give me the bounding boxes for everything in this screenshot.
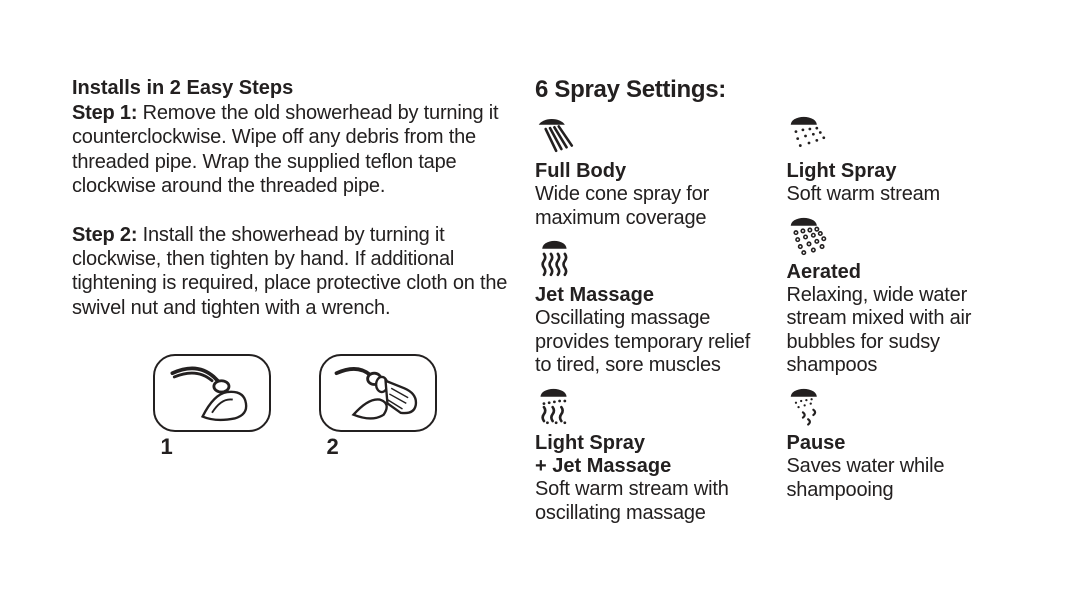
- light-spray-icon: [787, 116, 831, 156]
- setting-light-jet: Light Spray + Jet Massage Soft warm stre…: [535, 388, 769, 525]
- setting-desc: Saves water while shampooing: [787, 455, 1021, 502]
- step2-text: Install the showerhead by turning it clo…: [72, 224, 507, 319]
- setting-aerated: Aerated Relaxing, wide water stream mixe…: [787, 217, 1021, 378]
- install-diagrams: 1 2: [72, 354, 517, 460]
- install-diagram-2: 2: [319, 354, 437, 460]
- setting-desc: Soft warm stream: [787, 183, 1021, 207]
- setting-name: Aerated: [787, 261, 1021, 284]
- setting-light-spray: Light Spray Soft warm stream: [787, 116, 1021, 207]
- install-step-1: Step 1: Remove the old showerhead by tur…: [72, 101, 517, 199]
- setting-desc: Wide cone spray for maximum coverage: [535, 183, 769, 230]
- setting-desc: Relaxing, wide water stream mixed with a…: [787, 284, 1021, 378]
- setting-name: Light Spray + Jet Massage: [535, 432, 769, 478]
- settings-col-right: Light Spray Soft warm stream Aerated Rel…: [787, 116, 1021, 535]
- step1-label: Step 1:: [72, 102, 137, 124]
- diagram1-number: 1: [161, 434, 173, 460]
- full-body-icon: [535, 116, 579, 156]
- install-title: Installs in 2 Easy Steps: [72, 76, 517, 101]
- aerated-icon: [787, 217, 831, 257]
- light-jet-icon: [535, 388, 579, 428]
- settings-title: 6 Spray Settings:: [535, 76, 1020, 104]
- setting-full-body: Full Body Wide cone spray for maximum co…: [535, 116, 769, 230]
- setting-name: Jet Massage: [535, 284, 769, 307]
- install-step-2: Step 2: Install the showerhead by turnin…: [72, 223, 517, 321]
- setting-name: Full Body: [535, 160, 769, 183]
- settings-section: 6 Spray Settings: Full Body Wide cone sp…: [535, 76, 1020, 554]
- settings-col-left: Full Body Wide cone spray for maximum co…: [535, 116, 769, 535]
- showerhead-install-icon: [328, 360, 428, 426]
- pause-icon: [787, 388, 831, 428]
- install-section: Installs in 2 Easy Steps Step 1: Remove …: [72, 76, 517, 554]
- setting-name: Pause: [787, 432, 1021, 455]
- jet-massage-icon: [535, 240, 579, 280]
- pipe-remove-icon: [162, 360, 262, 426]
- setting-name: Light Spray: [787, 160, 1021, 183]
- setting-desc: Oscillating massage provides temporary r…: [535, 307, 769, 378]
- step2-label: Step 2:: [72, 224, 137, 246]
- setting-jet-massage: Jet Massage Oscillating massage provides…: [535, 240, 769, 378]
- setting-desc: Soft warm stream with oscillating massag…: [535, 478, 769, 525]
- install-diagram-1: 1: [153, 354, 271, 460]
- diagram2-number: 2: [327, 434, 339, 460]
- setting-pause: Pause Saves water while shampooing: [787, 388, 1021, 502]
